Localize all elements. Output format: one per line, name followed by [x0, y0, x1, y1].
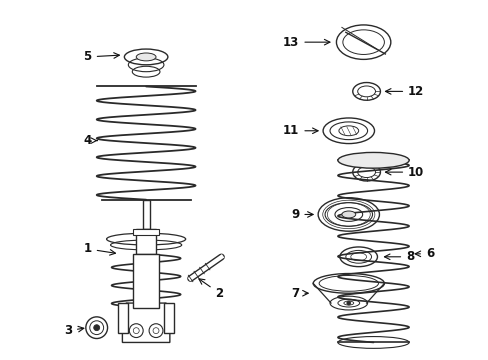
Bar [118, 303, 128, 333]
Text: 3: 3 [64, 324, 83, 337]
FancyBboxPatch shape [142, 200, 149, 229]
Text: 5: 5 [83, 50, 119, 63]
Ellipse shape [337, 152, 408, 168]
Text: 9: 9 [290, 208, 312, 221]
Text: 2: 2 [199, 279, 223, 300]
Text: 6: 6 [414, 247, 433, 260]
Text: 1: 1 [83, 242, 115, 255]
Text: 8: 8 [384, 250, 413, 263]
Bar [133, 229, 159, 235]
Circle shape [94, 325, 100, 330]
Ellipse shape [341, 211, 355, 218]
Text: 7: 7 [291, 287, 307, 300]
Text: 10: 10 [385, 166, 424, 179]
Bar [133, 254, 159, 308]
Bar [163, 303, 173, 333]
Text: 4: 4 [83, 134, 97, 147]
Ellipse shape [136, 53, 156, 61]
Bar [136, 229, 156, 254]
Circle shape [346, 301, 350, 305]
Text: 11: 11 [283, 124, 317, 137]
Text: 12: 12 [385, 85, 424, 98]
Text: 13: 13 [283, 36, 329, 49]
Polygon shape [122, 303, 169, 342]
